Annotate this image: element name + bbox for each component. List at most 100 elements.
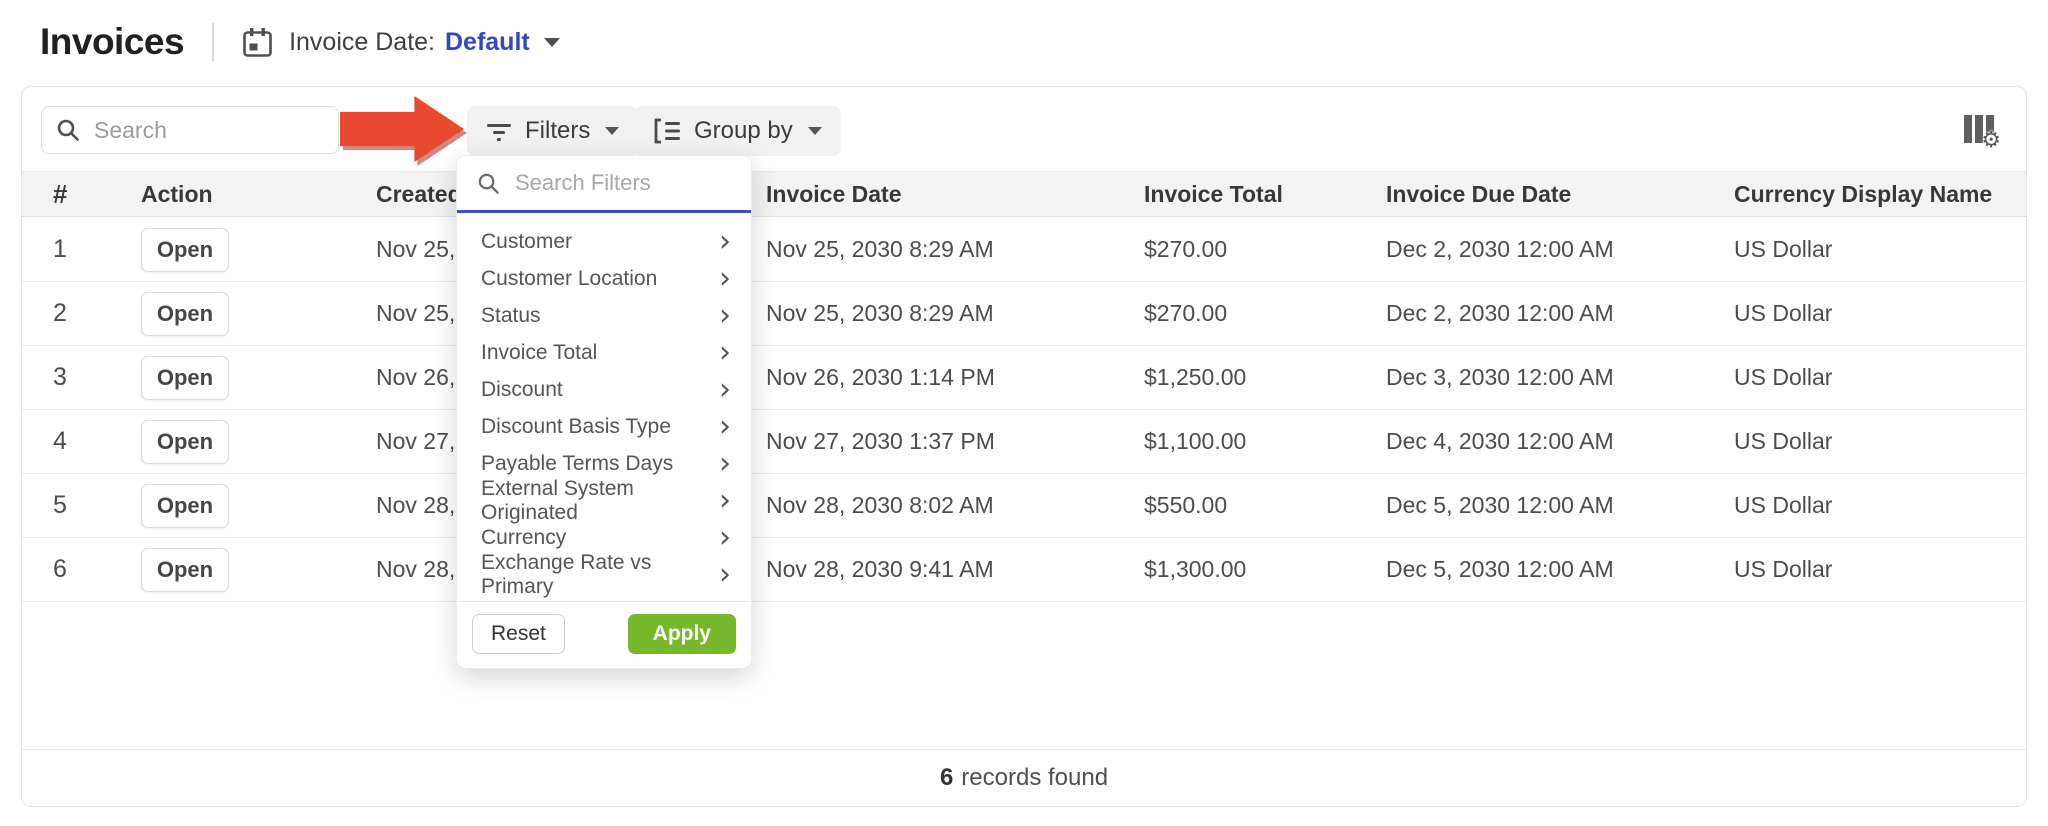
column-header-currency-display-name[interactable]: Currency Display Name bbox=[1734, 180, 1993, 207]
invoice-due-date-cell: Dec 3, 2030 12:00 AM bbox=[1386, 364, 1614, 390]
page-title: Invoices bbox=[40, 21, 185, 62]
chevron-right-icon: › bbox=[719, 371, 731, 407]
records-count-label: records found bbox=[961, 764, 1109, 791]
invoice-due-date-cell: Dec 4, 2030 12:00 AM bbox=[1386, 428, 1614, 454]
filters-list: Customer › Customer Location › Status › … bbox=[457, 213, 751, 601]
filter-item-invoice-total[interactable]: Invoice Total › bbox=[457, 334, 751, 371]
chevron-right-icon: › bbox=[719, 445, 731, 481]
invoice-date-filter-label: Invoice Date: bbox=[289, 27, 435, 56]
invoice-due-date-cell: Dec 5, 2030 12:00 AM bbox=[1386, 492, 1614, 518]
column-settings-button[interactable]: ⚙ bbox=[1958, 109, 2002, 153]
column-header-number[interactable]: # bbox=[53, 178, 68, 209]
group-by-icon bbox=[653, 118, 681, 144]
reset-button[interactable]: Reset bbox=[472, 614, 565, 654]
created-cell: Nov 25, bbox=[376, 236, 456, 262]
filter-item-label: External System Originated bbox=[481, 476, 634, 524]
invoice-date-cell: Nov 25, 2030 8:29 AM bbox=[766, 300, 994, 326]
filter-item-label: Exchange Rate vs Primary bbox=[481, 550, 652, 598]
created-cell: Nov 28, bbox=[376, 556, 456, 582]
invoice-date-filter[interactable]: Invoice Date: Default bbox=[242, 27, 560, 58]
chevron-right-icon: › bbox=[719, 260, 731, 296]
filter-item-payable-terms-days[interactable]: Payable Terms Days › bbox=[457, 445, 751, 482]
column-settings-icon: ⚙ bbox=[1962, 113, 2001, 150]
filter-item-label: Customer Location bbox=[481, 266, 658, 290]
table-row: 2 Open Nov 25, Nov 25, 2030 8:29 AM $270… bbox=[22, 282, 2026, 346]
currency-cell: US Dollar bbox=[1734, 236, 1833, 262]
gear-icon: ⚙ bbox=[1981, 126, 2001, 152]
search-icon bbox=[477, 172, 500, 195]
page-header: Invoices Invoice Date: Default bbox=[40, 16, 560, 68]
filter-item-discount-basis-type[interactable]: Discount Basis Type › bbox=[457, 408, 751, 445]
chevron-down-icon bbox=[543, 37, 560, 47]
open-button[interactable]: Open bbox=[141, 227, 229, 272]
row-number: 6 bbox=[53, 555, 67, 583]
column-header-invoice-date[interactable]: Invoice Date bbox=[766, 180, 902, 207]
filter-item-customer-location[interactable]: Customer Location › bbox=[457, 260, 751, 297]
filters-dropdown: Customer › Customer Location › Status › … bbox=[456, 155, 752, 669]
table-row: 5 Open Nov 28, Nov 28, 2030 8:02 AM $550… bbox=[22, 474, 2026, 538]
invoice-total-cell: $270.00 bbox=[1144, 300, 1228, 326]
filter-item-label: Payable Terms Days bbox=[481, 451, 674, 475]
invoice-total-cell: $270.00 bbox=[1144, 236, 1228, 262]
column-header-created[interactable]: Created bbox=[376, 180, 462, 207]
chevron-right-icon: › bbox=[719, 519, 731, 555]
filter-item-exchange-rate-vs-primary[interactable]: Exchange Rate vs Primary › bbox=[457, 551, 751, 598]
currency-cell: US Dollar bbox=[1734, 556, 1833, 582]
invoice-due-date-cell: Dec 2, 2030 12:00 AM bbox=[1386, 236, 1614, 262]
filters-button[interactable]: Filters bbox=[467, 106, 639, 156]
filter-item-external-system-originated[interactable]: External System Originated › bbox=[457, 477, 751, 524]
currency-cell: US Dollar bbox=[1734, 364, 1833, 390]
currency-cell: US Dollar bbox=[1734, 428, 1833, 454]
invoices-card: Filters Group by ⚙ # Action Creat bbox=[21, 86, 2027, 807]
column-header-invoice-total[interactable]: Invoice Total bbox=[1144, 180, 1283, 207]
chevron-right-icon: › bbox=[719, 556, 731, 592]
header-divider bbox=[212, 23, 215, 61]
filter-item-label: Discount Basis Type bbox=[481, 414, 671, 438]
invoice-total-cell: $1,300.00 bbox=[1144, 556, 1247, 582]
invoice-date-cell: Nov 28, 2030 8:02 AM bbox=[766, 492, 994, 518]
filter-item-customer[interactable]: Customer › bbox=[457, 223, 751, 260]
records-count: 6 bbox=[939, 764, 954, 791]
chevron-right-icon: › bbox=[719, 334, 731, 370]
currency-cell: US Dollar bbox=[1734, 492, 1833, 518]
created-cell: Nov 27, bbox=[376, 428, 456, 454]
group-by-button[interactable]: Group by bbox=[634, 106, 841, 156]
column-header-invoice-due-date[interactable]: Invoice Due Date bbox=[1386, 180, 1572, 207]
apply-button[interactable]: Apply bbox=[627, 614, 736, 654]
invoice-date-cell: Nov 26, 2030 1:14 PM bbox=[766, 364, 995, 390]
invoice-due-date-cell: Dec 2, 2030 12:00 AM bbox=[1386, 300, 1614, 326]
open-button[interactable]: Open bbox=[141, 419, 229, 464]
created-cell: Nov 25, bbox=[376, 300, 456, 326]
invoice-date-cell: Nov 28, 2030 9:41 AM bbox=[766, 556, 994, 582]
filter-item-label: Invoice Total bbox=[481, 340, 598, 364]
search-icon bbox=[56, 118, 80, 142]
open-button[interactable]: Open bbox=[141, 483, 229, 528]
filters-search-input[interactable] bbox=[513, 169, 731, 197]
invoice-date-cell: Nov 25, 2030 8:29 AM bbox=[766, 236, 994, 262]
filters-search-box bbox=[457, 156, 751, 213]
chevron-right-icon: › bbox=[719, 408, 731, 444]
row-number: 5 bbox=[53, 491, 67, 519]
chevron-right-icon: › bbox=[719, 482, 731, 518]
open-button[interactable]: Open bbox=[141, 291, 229, 336]
invoice-total-cell: $1,250.00 bbox=[1144, 364, 1247, 390]
open-button[interactable]: Open bbox=[141, 547, 229, 592]
row-number: 1 bbox=[53, 235, 67, 263]
filter-item-discount[interactable]: Discount › bbox=[457, 371, 751, 408]
filter-item-label: Customer bbox=[481, 229, 573, 253]
filter-item-currency[interactable]: Currency › bbox=[457, 519, 751, 556]
column-header-action[interactable]: Action bbox=[141, 180, 213, 207]
created-cell: Nov 26, bbox=[376, 364, 456, 390]
open-button[interactable]: Open bbox=[141, 355, 229, 400]
search-input[interactable] bbox=[92, 115, 324, 145]
chevron-down-icon bbox=[605, 127, 620, 135]
group-by-button-label: Group by bbox=[694, 117, 793, 144]
records-found-footer: 6 records found bbox=[22, 749, 2026, 806]
calendar-icon bbox=[242, 27, 273, 58]
table-row: 4 Open Nov 27, Nov 27, 2030 1:37 PM $1,1… bbox=[22, 410, 2026, 474]
filter-item-status[interactable]: Status › bbox=[457, 297, 751, 334]
table-row: 6 Open Nov 28, Nov 28, 2030 9:41 AM $1,3… bbox=[22, 538, 2026, 602]
invoice-date-cell: Nov 27, 2030 1:37 PM bbox=[766, 428, 995, 454]
chevron-right-icon: › bbox=[719, 297, 731, 333]
invoice-date-filter-value: Default bbox=[445, 27, 530, 56]
